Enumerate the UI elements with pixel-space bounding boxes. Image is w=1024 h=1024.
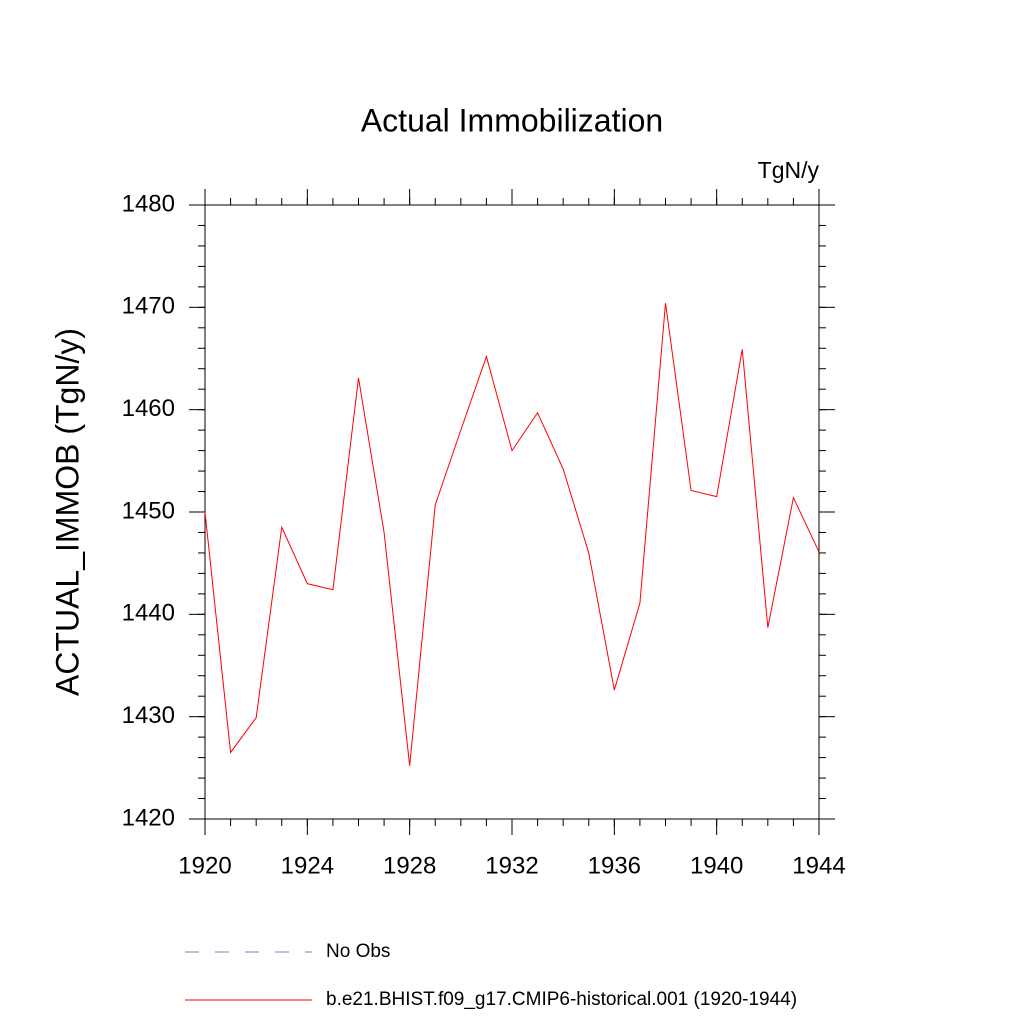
y-tick-label: 1470	[122, 293, 175, 320]
y-tick-label: 1420	[122, 804, 175, 831]
y-tick-label: 1460	[122, 395, 175, 422]
y-tick-label: 1480	[122, 190, 175, 217]
x-tick-label: 1936	[588, 852, 641, 879]
y-tick-label: 1440	[122, 600, 175, 627]
x-tick-label: 1944	[792, 852, 845, 879]
data-line	[204, 303, 820, 766]
units-label: TgN/y	[758, 157, 820, 183]
x-tick-label: 1924	[281, 852, 334, 879]
x-tick-label: 1940	[690, 852, 743, 879]
x-tick-label: 1932	[485, 852, 538, 879]
y-tick-label: 1450	[122, 497, 175, 524]
chart-title: Actual Immobilization	[361, 102, 663, 138]
x-tick-label: 1928	[383, 852, 436, 879]
plot-frame	[204, 204, 820, 820]
y-tick-label: 1430	[122, 702, 175, 729]
x-tick-label: 1920	[178, 852, 231, 879]
legend-label: b.e21.BHIST.f09_g17.CMIP6-historical.001…	[326, 989, 797, 1010]
y-axis-label: ACTUAL_IMMOB (TgN/y)	[49, 328, 85, 696]
legend-label: No Obs	[326, 941, 390, 962]
